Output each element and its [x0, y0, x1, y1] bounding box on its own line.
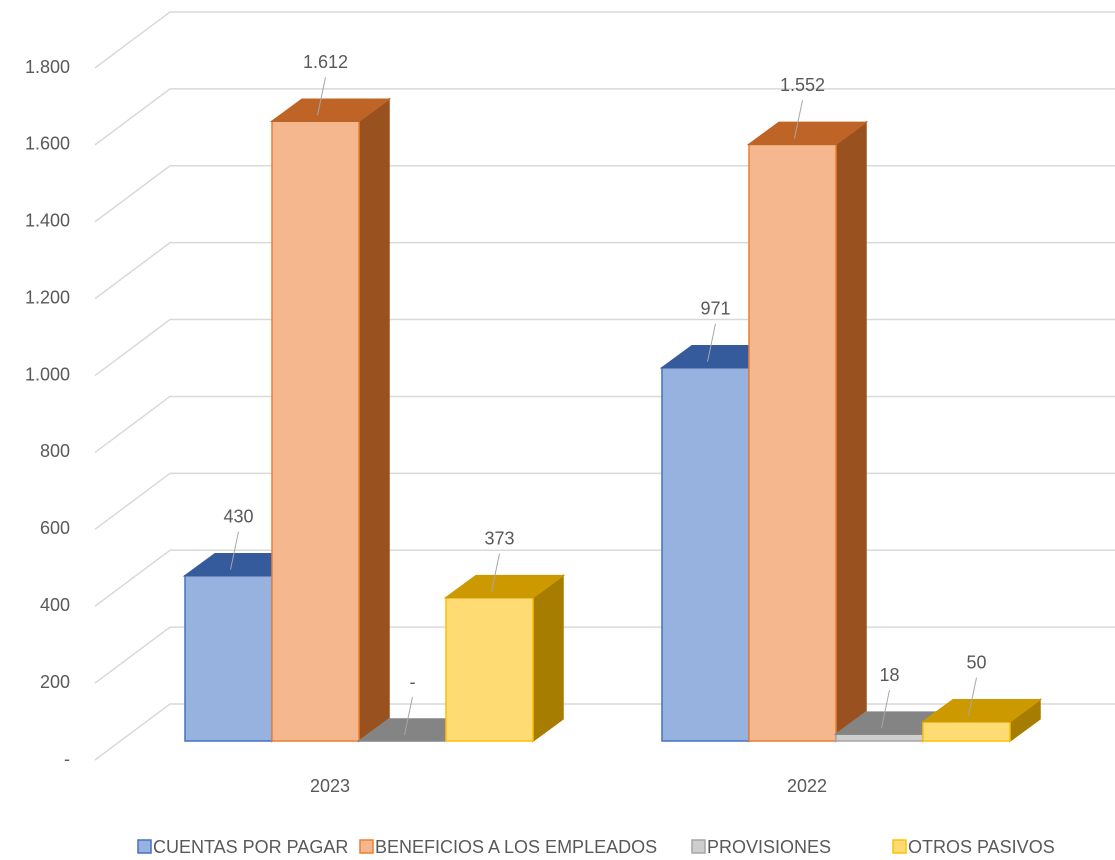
data-label: 1.552: [780, 75, 825, 95]
legend-swatch: [892, 839, 907, 854]
bar-front: [922, 721, 1011, 742]
bar: [746, 120, 869, 743]
leader-line: [881, 689, 890, 729]
legend-label: BENEFICIOS A LOS EMPLEADOS: [375, 837, 657, 857]
y-tick-label: 1.400: [25, 211, 70, 231]
y-tick-label: 200: [40, 672, 70, 692]
bar-side: [835, 120, 867, 743]
grid-line: [94, 11, 1115, 69]
bar: [443, 574, 566, 743]
bar-front: [661, 366, 750, 742]
grid-line: [94, 165, 1115, 223]
legend-swatch: [691, 839, 706, 854]
bar: [269, 97, 392, 743]
x-tick-label: 2023: [310, 776, 350, 796]
data-label: -: [410, 672, 416, 692]
bar-front: [184, 574, 273, 742]
y-tick-label: 1.600: [25, 134, 70, 154]
leader-line: [230, 531, 239, 570]
grid-line: [94, 395, 1115, 454]
grid-line: [94, 318, 1115, 377]
legend-label: OTROS PASIVOS: [908, 837, 1055, 857]
bar-front: [748, 143, 837, 742]
legend-swatch: [359, 839, 374, 854]
data-label: 1.612: [303, 52, 348, 72]
bar-top: [269, 98, 392, 123]
leader-line: [794, 100, 803, 139]
grid-line: [94, 88, 1115, 146]
grid-line: [94, 241, 1115, 300]
x-tick-label: 2022: [787, 776, 827, 796]
data-label: 373: [484, 528, 514, 548]
data-label: 430: [223, 506, 253, 526]
bar-side: [358, 97, 390, 743]
y-tick-label: 1.200: [25, 287, 70, 307]
y-tick-label: -: [64, 749, 70, 769]
data-label: 971: [700, 298, 730, 318]
y-tick-label: 1.800: [25, 57, 70, 77]
leader-line: [968, 677, 977, 716]
leader-line: [404, 696, 413, 736]
leader-line: [491, 553, 500, 592]
bar-front: [835, 733, 924, 742]
legend-label: PROVISIONES: [707, 837, 831, 857]
y-tick-label: 1.000: [25, 364, 70, 384]
bar-side: [532, 574, 564, 743]
bar: [920, 698, 1043, 743]
data-label: 18: [879, 665, 899, 685]
y-tick-label: 400: [40, 595, 70, 615]
bar-front: [271, 120, 360, 742]
legend-swatch: [137, 839, 152, 854]
bar-top: [920, 699, 1043, 723]
legend-label: CUENTAS POR PAGAR: [153, 837, 348, 857]
leader-line: [707, 323, 716, 362]
bar-front: [445, 596, 534, 742]
y-tick-label: 600: [40, 518, 70, 538]
data-label: 50: [966, 653, 986, 673]
leader-line: [317, 77, 326, 116]
y-tick-label: 800: [40, 441, 70, 461]
bar-top: [746, 121, 869, 146]
bar-top: [443, 574, 566, 599]
